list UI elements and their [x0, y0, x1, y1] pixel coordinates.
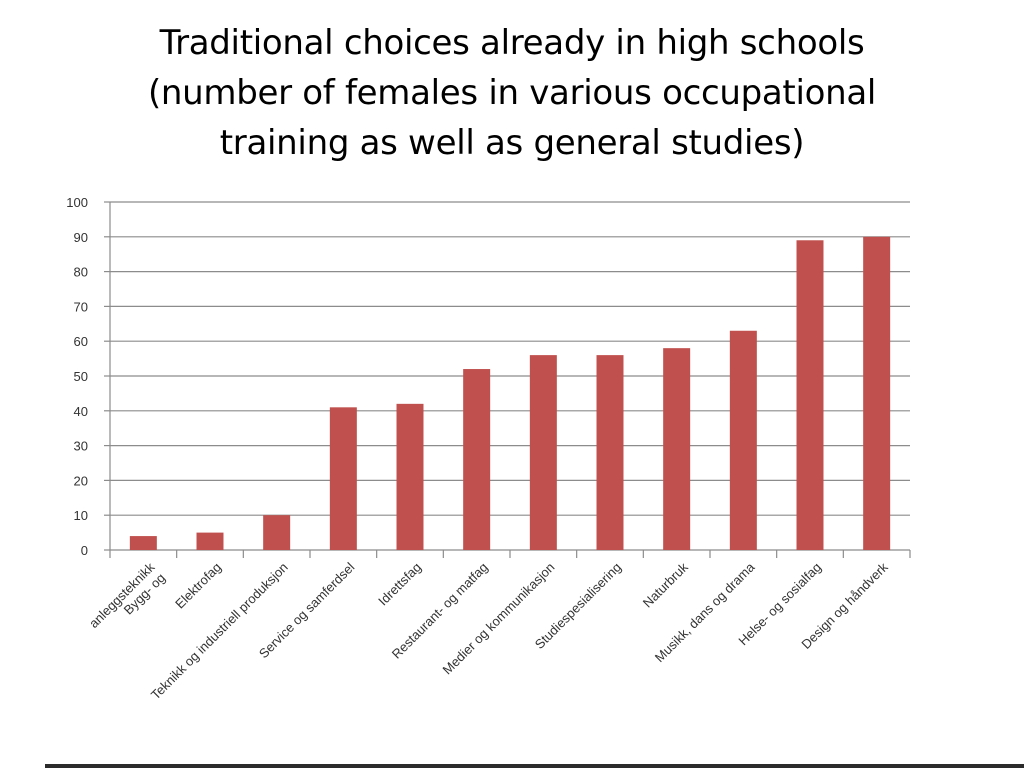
- bar: [663, 348, 691, 550]
- bar: [129, 536, 157, 550]
- bar: [396, 403, 424, 550]
- x-tick-label: Idrettsfag: [375, 560, 424, 609]
- x-tick-label-line: Teknikk og industriell produksjon: [148, 560, 291, 703]
- y-tick-label: 20: [74, 473, 88, 488]
- bars: [129, 236, 891, 551]
- x-tick-label: Medier og kommunikasjon: [440, 560, 558, 678]
- title-line-2: (number of females in various occupation…: [147, 73, 877, 113]
- x-tick-label-line: Naturbruk: [640, 559, 691, 610]
- y-tick-label: 30: [74, 439, 88, 454]
- title-line-3: training as well as general studies): [219, 123, 805, 163]
- bar: [329, 407, 357, 550]
- x-tick-label-line: Medier og kommunikasjon: [440, 560, 558, 678]
- y-tick-label: 10: [74, 508, 88, 523]
- y-tick-label: 100: [66, 195, 88, 210]
- x-tick-label-line: Idrettsfag: [375, 560, 424, 609]
- y-tick-label: 80: [74, 265, 88, 280]
- y-tick-labels: 0 10 20 30 40 50 60 70 80 90 100: [66, 195, 88, 558]
- gridlines: [110, 201, 910, 551]
- x-tick-label-line: Elektrofag: [172, 560, 224, 612]
- bar: [263, 515, 291, 550]
- y-tick-label: 40: [74, 404, 88, 419]
- slide-title: Traditional choices already in high scho…: [40, 18, 984, 168]
- axes: [104, 201, 911, 558]
- y-tick-label: 90: [74, 230, 88, 245]
- y-tick-label: 60: [74, 334, 88, 349]
- bar: [196, 532, 224, 550]
- x-tick-label: Elektrofag: [172, 560, 224, 612]
- y-tick-label: 50: [74, 369, 88, 384]
- footer-divider: [45, 764, 1024, 768]
- bar: [729, 330, 757, 550]
- bar: [463, 369, 491, 550]
- y-tick-label: 70: [74, 299, 88, 314]
- y-tick-label: 0: [81, 543, 88, 558]
- bar: [529, 355, 557, 550]
- bar: [596, 355, 624, 550]
- bar: [863, 236, 891, 551]
- bar: [796, 240, 824, 550]
- title-line-1: Traditional choices already in high scho…: [159, 23, 865, 63]
- x-tick-label: Teknikk og industriell produksjon: [148, 560, 291, 703]
- x-tick-label: Naturbruk: [640, 559, 691, 610]
